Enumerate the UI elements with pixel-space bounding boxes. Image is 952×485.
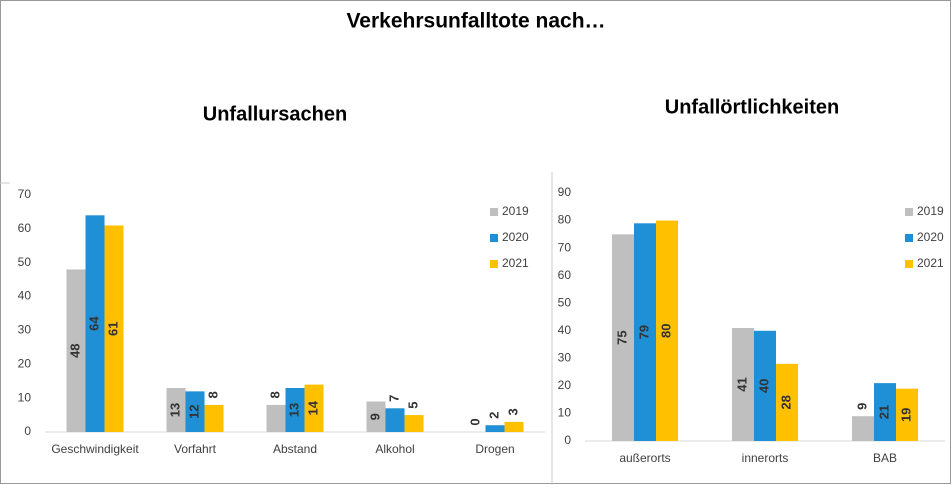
- bar: [366, 401, 386, 432]
- value-label: 8: [205, 391, 220, 398]
- legend-swatch: [490, 208, 498, 216]
- legend-label: 2019: [917, 204, 944, 218]
- x-tick-label: Drogen: [475, 442, 514, 456]
- x-tick-label: Alkohol: [375, 442, 414, 456]
- value-label: 80: [658, 324, 673, 338]
- value-label: 9: [367, 413, 382, 420]
- bar: [874, 383, 896, 441]
- y-tick-label: 30: [18, 323, 32, 337]
- legend-label: 2019: [502, 204, 529, 218]
- x-tick-label: Abstand: [273, 442, 317, 456]
- legend-swatch: [490, 234, 498, 242]
- y-tick-label: 0: [24, 424, 31, 438]
- x-tick-label: außerorts: [619, 451, 670, 465]
- bar: [85, 215, 105, 432]
- value-label: 19: [898, 408, 913, 422]
- legend-swatch: [490, 260, 498, 268]
- y-tick-label: 70: [558, 240, 572, 254]
- value-label: 28: [778, 395, 793, 409]
- y-tick-label: 80: [558, 213, 572, 227]
- legend-label: 2020: [917, 230, 944, 244]
- bar: [485, 425, 505, 432]
- y-tick-label: 40: [18, 289, 32, 303]
- y-tick-label: 90: [558, 185, 572, 199]
- x-tick-label: Geschwindigkeit: [51, 442, 139, 456]
- bar: [104, 225, 124, 432]
- y-tick-label: 50: [558, 295, 572, 309]
- bar: [204, 404, 224, 432]
- y-tick-label: 40: [558, 323, 572, 337]
- value-label: 48: [67, 344, 82, 358]
- value-label: 5: [405, 401, 420, 408]
- bar: [754, 330, 776, 441]
- y-tick-label: 60: [18, 221, 32, 235]
- value-label: 3: [505, 408, 520, 415]
- x-tick-label: Vorfahrt: [174, 442, 217, 456]
- value-label: 40: [756, 379, 771, 393]
- y-tick-label: 50: [18, 255, 32, 269]
- value-label: 21: [876, 405, 891, 419]
- legend-swatch: [905, 208, 913, 216]
- bar: [185, 391, 205, 432]
- page-title: Verkehrsunfalltote nach…: [346, 10, 605, 33]
- x-tick-label: innerorts: [742, 451, 789, 465]
- value-label: 64: [86, 316, 101, 331]
- legend-label: 2021: [502, 256, 529, 270]
- value-label: 75: [614, 330, 629, 344]
- value-label: 14: [305, 400, 320, 415]
- y-tick-label: 60: [558, 268, 572, 282]
- y-tick-label: 20: [18, 356, 32, 370]
- value-label: 13: [286, 403, 301, 417]
- legend-swatch: [905, 260, 913, 268]
- value-label: 61: [105, 322, 120, 336]
- y-tick-label: 10: [18, 390, 32, 404]
- value-label: 0: [467, 418, 482, 425]
- bar: [385, 408, 405, 432]
- bar: [285, 387, 305, 432]
- y-tick-label: 0: [564, 433, 571, 447]
- bar: [404, 415, 424, 432]
- bar: [166, 387, 186, 432]
- value-label: 12: [186, 404, 201, 418]
- bar: [612, 234, 634, 441]
- bar: [266, 404, 286, 432]
- legend-label: 2021: [917, 256, 944, 270]
- value-label: 7: [386, 395, 401, 402]
- bar: [776, 363, 798, 441]
- y-tick-label: 20: [558, 378, 572, 392]
- x-tick-label: BAB: [873, 451, 897, 465]
- value-label: 8: [267, 391, 282, 398]
- value-label: 2: [486, 412, 501, 419]
- bar: [304, 384, 324, 432]
- bar: [732, 328, 754, 441]
- y-tick-label: 10: [558, 406, 572, 420]
- bar: [852, 416, 874, 441]
- bar: [896, 388, 918, 441]
- bar: [504, 421, 524, 432]
- chart-title: Unfallörtlichkeiten: [665, 96, 839, 118]
- legend-label: 2020: [502, 230, 529, 244]
- chart-title: Unfallursachen: [203, 103, 347, 125]
- legend-swatch: [905, 234, 913, 242]
- value-label: 79: [636, 325, 651, 339]
- bar: [66, 269, 86, 432]
- bar: [634, 223, 656, 441]
- value-label: 9: [854, 403, 869, 410]
- bar: [656, 220, 678, 441]
- y-tick-label: 30: [558, 351, 572, 365]
- y-tick-label: 70: [18, 187, 32, 201]
- value-label: 13: [167, 403, 182, 417]
- value-label: 41: [734, 377, 749, 391]
